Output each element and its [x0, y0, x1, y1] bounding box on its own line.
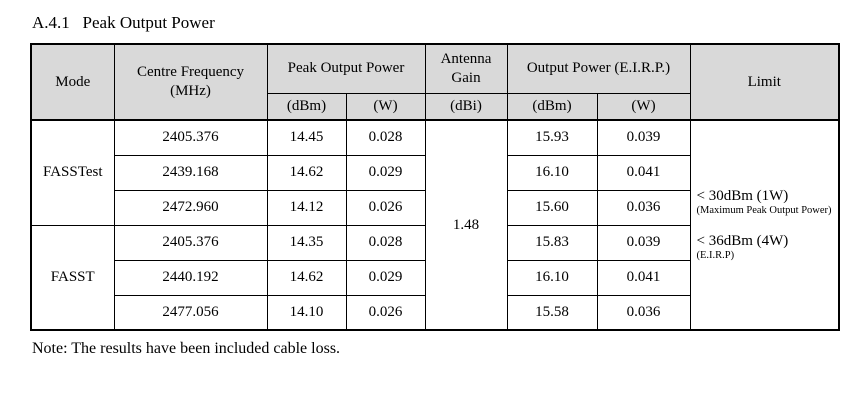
limit-cell: < 30dBm (1W) (Maximum Peak Output Power)…	[689, 119, 840, 331]
mode-cell-fasstest: FASSTest	[30, 119, 115, 226]
header-peak-dbm: (dBm)	[266, 92, 347, 121]
freq-cell: 2477.056	[113, 294, 268, 331]
peak-w-cell: 0.029	[345, 259, 426, 296]
freq-cell: 2439.168	[113, 154, 268, 191]
peak-dbm-cell: 14.35	[266, 224, 347, 261]
peak-dbm-cell: 14.62	[266, 154, 347, 191]
eirp-w-cell: 0.036	[596, 189, 691, 226]
peak-dbm-cell: 14.62	[266, 259, 347, 296]
peak-w-cell: 0.026	[345, 189, 426, 226]
freq-cell: 2472.960	[113, 189, 268, 226]
eirp-w-cell: 0.041	[596, 259, 691, 296]
limit-block-peak: < 30dBm (1W) (Maximum Peak Output Power)	[697, 187, 835, 218]
limit-eirp-caption: (E.I.R.P)	[696, 250, 735, 261]
table-row: 2477.056 14.10 0.026 15.58 0.036	[31, 294, 839, 331]
header-row-1: Mode Centre Frequency (MHz) Peak Output …	[30, 43, 840, 121]
antenna-gain-cell: 1.48	[424, 119, 508, 331]
eirp-w-cell: 0.036	[596, 294, 691, 331]
limit-content: < 30dBm (1W) (Maximum Peak Output Power)…	[697, 121, 835, 329]
peak-w-cell: 0.026	[345, 294, 426, 331]
eirp-dbm-cell: 15.93	[506, 119, 598, 156]
eirp-w-cell: 0.041	[596, 154, 691, 191]
freq-cell: 2405.376	[113, 119, 268, 156]
peak-dbm-cell: 14.10	[266, 294, 347, 331]
eirp-dbm-cell: 15.83	[506, 224, 598, 261]
header-eirp-w: (W)	[596, 92, 691, 121]
freq-cell: 2405.376	[113, 224, 268, 261]
table-row: FASSTest 2405.376 14.45 0.028 1.48 15.93…	[30, 119, 840, 331]
eirp-dbm-cell: 15.58	[506, 294, 598, 331]
limit-eirp-value: < 36dBm (4W)	[696, 233, 789, 249]
section-title: A.4.1 Peak Output Power	[32, 13, 215, 32]
header-antenna-gain-unit: (dBi)	[424, 92, 508, 121]
peak-w-cell: 0.028	[345, 224, 426, 261]
header-mode: Mode	[30, 43, 115, 121]
peak-w-cell: 0.028	[345, 119, 426, 156]
report-page: A.4.1 Peak Output Power Mode Centre Freq…	[30, 13, 841, 357]
header-antenna-gain: Antenna Gain	[424, 43, 508, 94]
header-peak-output-power: Peak Output Power	[266, 43, 426, 94]
header-eirp-dbm: (dBm)	[506, 92, 598, 121]
peak-dbm-cell: 14.45	[266, 119, 347, 156]
header-limit: Limit	[689, 43, 840, 121]
mode-cell-fasst: FASST	[30, 224, 115, 331]
eirp-dbm-cell: 15.60	[506, 189, 598, 226]
limit-peak-caption: (Maximum Peak Output Power)	[696, 205, 832, 217]
header-peak-w: (W)	[345, 92, 426, 121]
limit-block-eirp: < 36dBm (4W) (E.I.R.P)	[697, 232, 835, 263]
table-row: 2472.960 14.12 0.026 15.60 0.036	[31, 189, 839, 226]
header-output-power-eirp: Output Power (E.I.R.P.)	[506, 43, 691, 94]
header-row-2: (dBm) (W) (dBi) (dBm) (W)	[31, 92, 839, 121]
eirp-dbm-cell: 16.10	[506, 154, 598, 191]
peak-w-cell: 0.029	[345, 154, 426, 191]
eirp-w-cell: 0.039	[596, 119, 691, 156]
peak-dbm-cell: 14.12	[266, 189, 347, 226]
table-row: FASST 2405.376 14.35 0.028 15.83 0.039	[30, 224, 839, 331]
table-note: Note: The results have been included cab…	[32, 340, 341, 357]
eirp-dbm-cell: 16.10	[506, 259, 598, 296]
limit-peak-value: < 30dBm (1W)	[696, 188, 789, 205]
table-row: 2440.192 14.62 0.029 16.10 0.041	[31, 259, 839, 296]
freq-cell: 2440.192	[113, 259, 268, 296]
table-row: 2439.168 14.62 0.029 16.10 0.041	[31, 154, 839, 191]
header-centre-frequency: Centre Frequency (MHz)	[113, 43, 268, 121]
peak-output-power-table: Mode Centre Frequency (MHz) Peak Output …	[30, 43, 841, 331]
eirp-w-cell: 0.039	[596, 224, 691, 261]
